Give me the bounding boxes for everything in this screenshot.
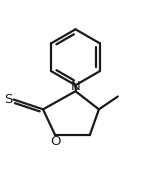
Text: N: N	[71, 80, 80, 93]
Text: O: O	[50, 135, 60, 148]
Text: S: S	[4, 93, 12, 106]
